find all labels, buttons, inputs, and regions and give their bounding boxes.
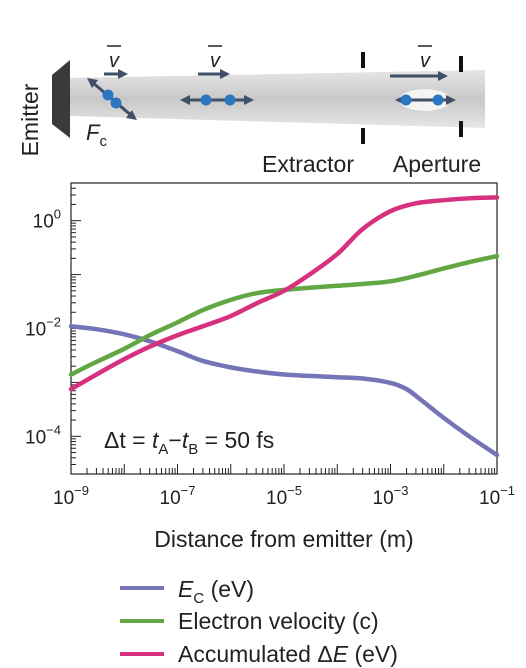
electron xyxy=(110,97,122,109)
velocity-label-2: v xyxy=(208,45,222,72)
velocity-arrow-3 xyxy=(390,71,448,81)
emitter-tip xyxy=(52,60,70,138)
beam-schematic: v v v Emitter Fc Extractor Aperture xyxy=(17,45,485,177)
x-axis-label: Distance from emitter (m) xyxy=(154,526,413,552)
electron xyxy=(200,94,212,106)
x-tick-label: 10−7 xyxy=(160,483,196,509)
aperture-label: Aperture xyxy=(393,151,481,177)
y-tick-label: 10−2 xyxy=(25,315,61,341)
x-ticks: 10−9 10−7 10−5 10−3 10−1 xyxy=(53,464,515,509)
legend-label-velocity: Electron velocity (c) xyxy=(178,608,379,634)
x-tick-label: 10−1 xyxy=(479,483,515,509)
x-tick-label: 10−5 xyxy=(266,483,302,509)
series-lines xyxy=(68,195,500,458)
electron-pair-3 xyxy=(395,94,456,106)
chart: 10−9 10−7 10−5 10−3 10−1 100 10−2 10−4 Distanc… xyxy=(25,182,515,552)
emitter-label: Emitter xyxy=(17,83,43,156)
extractor-label: Extractor xyxy=(262,151,354,177)
svg-text:v: v xyxy=(420,50,431,72)
electron-beam xyxy=(70,70,485,128)
extractor-marker xyxy=(361,52,365,144)
series-electron-velocity xyxy=(68,253,500,377)
series-ec xyxy=(68,324,500,458)
electron xyxy=(400,94,412,106)
y-ticks: 100 10−2 10−4 xyxy=(25,182,81,475)
legend-label-ec: EC (eV) xyxy=(178,576,254,607)
y-tick-label: 100 xyxy=(33,207,61,233)
force-label: Fc xyxy=(86,120,107,150)
svg-text:v: v xyxy=(109,50,120,72)
velocity-arrow-1 xyxy=(104,69,128,79)
svg-text:v: v xyxy=(210,50,221,72)
electron xyxy=(224,94,236,106)
velocity-label-3: v xyxy=(418,45,432,72)
timing-annotation: Δt = tA−tB = 50 fs xyxy=(104,427,274,458)
velocity-arrow-2 xyxy=(198,69,230,79)
electron xyxy=(432,94,444,106)
electron-pair-1 xyxy=(87,78,137,120)
velocity-label-1: v xyxy=(107,45,121,72)
legend-label-accumulated: Accumulated ΔE (eV) xyxy=(178,641,398,667)
x-tick-label: 10−3 xyxy=(373,483,409,509)
y-tick-label: 10−4 xyxy=(25,422,61,448)
electron xyxy=(102,89,114,101)
electron-pair-2 xyxy=(180,94,254,106)
series-accumulated-energy xyxy=(68,195,500,392)
legend: EC (eV) Electron velocity (c) Accumulate… xyxy=(120,576,398,667)
aperture-marker xyxy=(459,56,463,137)
x-tick-label: 10−9 xyxy=(53,483,89,509)
